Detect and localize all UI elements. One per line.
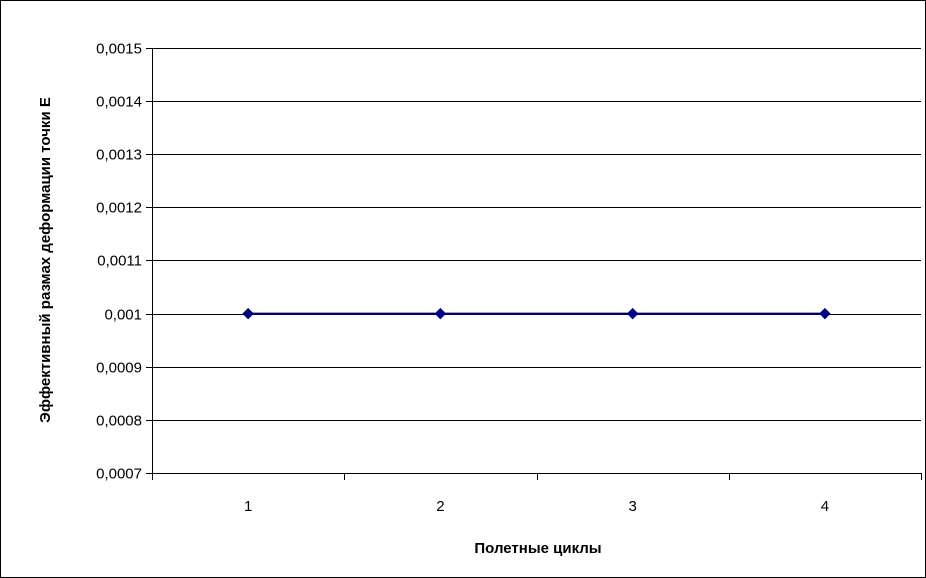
- data-point-marker: [434, 307, 447, 320]
- x-axis-title: Полетные циклы: [474, 540, 601, 557]
- x-tick-label: 3: [628, 498, 636, 515]
- data-point-marker: [242, 307, 254, 320]
- y-tick-label: 0,0008: [96, 413, 142, 430]
- y-tick-labels: 0,0015 0,0014 0,0013 0,0012 0,0011 0,001 0,000…: [96, 41, 142, 483]
- y-tick-label: 0,0013: [96, 147, 142, 164]
- y-tick-label: 0,0009: [96, 360, 142, 377]
- x-tick-label: 1: [244, 498, 252, 515]
- x-tick-label: 2: [436, 498, 444, 515]
- axes: [146, 48, 922, 480]
- y-tick-label: 0,0007: [96, 466, 142, 483]
- x-tick-label: 4: [821, 498, 829, 515]
- y-tick-label: 0,0015: [96, 41, 142, 58]
- x-tick-labels: 1 2 3 4: [244, 498, 829, 515]
- y-tick-label: 0,0014: [96, 94, 142, 111]
- data-point-marker: [819, 307, 831, 320]
- data-series: [242, 307, 831, 320]
- y-tick-label: 0,001: [104, 307, 142, 324]
- y-tick-label: 0,0011: [97, 253, 142, 270]
- y-axis-title: Эффективный размах деформации точки E: [37, 97, 54, 423]
- data-point-marker: [626, 307, 639, 320]
- y-tick-label: 0,0012: [96, 200, 142, 217]
